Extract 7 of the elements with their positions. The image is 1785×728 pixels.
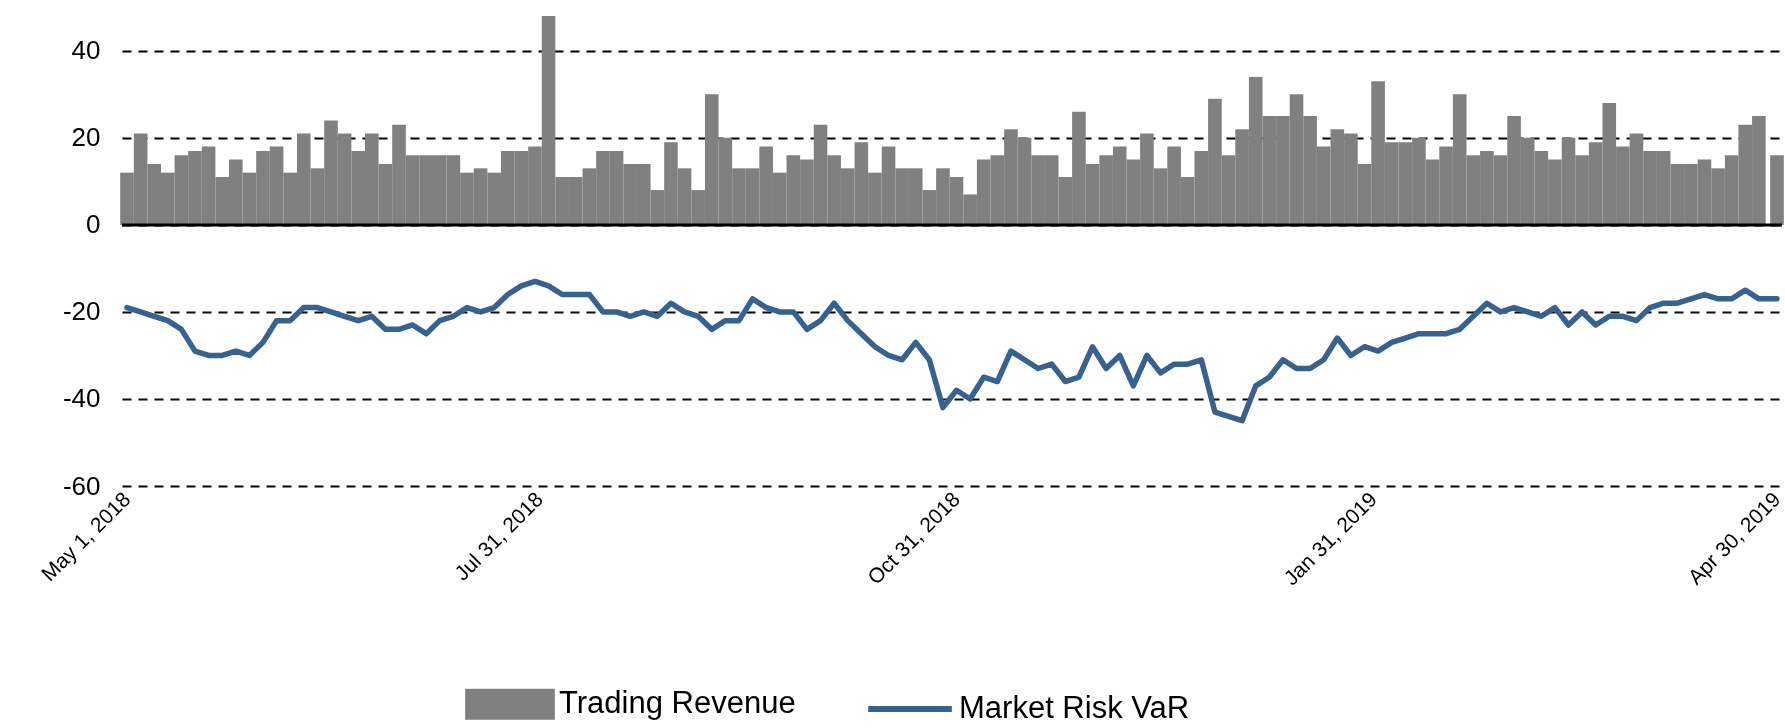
y-tick-label: 40: [71, 35, 101, 66]
y-tick-label: 0: [86, 209, 101, 240]
legend-label: Trading Revenue: [559, 685, 796, 721]
y-tick-label: -40: [62, 383, 101, 414]
y-tick-label: -20: [62, 296, 101, 327]
y-tick-label: 20: [71, 122, 101, 153]
legend-label: Market Risk VaR: [959, 690, 1190, 725]
